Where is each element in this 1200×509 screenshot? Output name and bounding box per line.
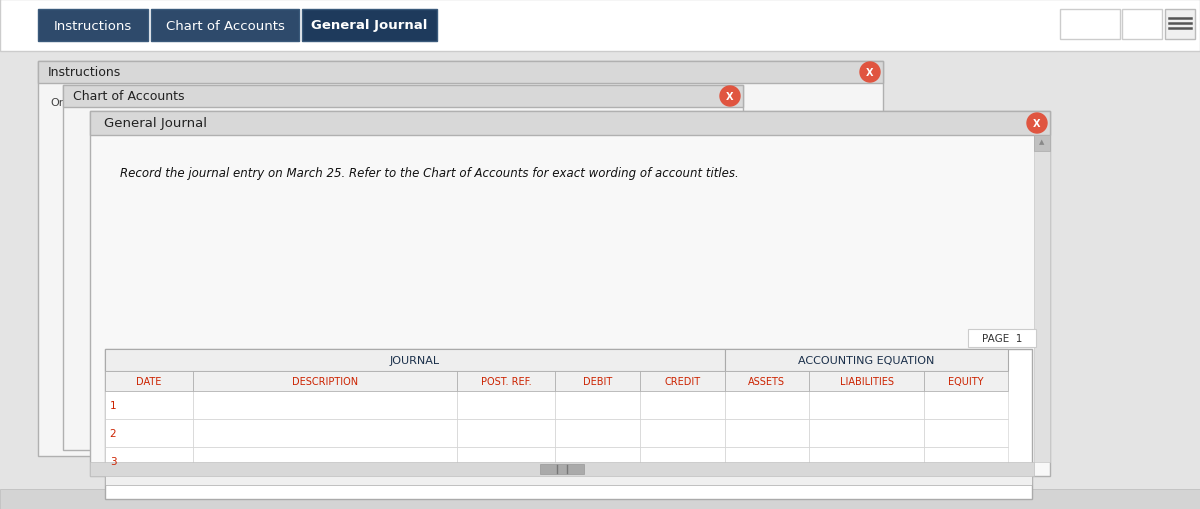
Text: ACCOUNTING EQUATION: ACCOUNTING EQUATION [798,355,935,365]
Bar [457,371,554,391]
Bar [1034,136,1050,462]
Bar [106,371,193,391]
Bar [924,391,1008,419]
Bar [924,447,1008,475]
Text: POST. REF.: POST. REF. [481,376,532,386]
Text: X: X [1033,119,1040,129]
Text: ▲: ▲ [1039,139,1045,145]
Bar [90,462,1034,476]
Bar [1122,10,1162,40]
Text: General Journal: General Journal [311,19,427,33]
Text: Chart of Accounts: Chart of Accounts [73,90,185,103]
Text: Record the journal entry on March 25. Refer to the Chart of Accounts for exact w: Record the journal entry on March 25. Re… [120,166,739,180]
Text: X: X [726,92,733,102]
Bar [106,349,725,371]
Text: 2: 2 [109,428,116,438]
Text: Instructions: Instructions [54,19,132,33]
Text: 3: 3 [109,456,116,466]
Bar [554,419,640,447]
Circle shape [720,87,740,107]
Text: General Journal: General Journal [104,117,208,130]
Circle shape [1027,114,1046,134]
Bar [106,475,1032,485]
Bar [725,349,1008,371]
Bar [90,112,1050,476]
Bar [725,371,809,391]
Text: DEBIT: DEBIT [583,376,612,386]
Bar [540,464,584,474]
Bar [1034,136,1050,152]
Bar [64,86,743,450]
Bar [193,447,457,475]
Text: Instructions: Instructions [48,66,121,79]
Bar [1060,10,1120,40]
Bar [640,447,725,475]
Bar [554,391,640,419]
Bar [554,371,640,391]
Bar [725,447,809,475]
Bar [809,447,924,475]
Text: Chart of Accounts: Chart of Accounts [166,19,284,33]
Bar [457,419,554,447]
Bar [193,419,457,447]
Text: Or: Or [50,98,64,108]
Bar [64,86,743,108]
Bar [38,62,883,456]
Bar [809,391,924,419]
Bar [106,447,193,475]
Bar [106,391,193,419]
Bar [968,329,1036,347]
Bar [924,419,1008,447]
Bar [924,371,1008,391]
Bar [193,371,457,391]
Text: JOURNAL: JOURNAL [390,355,440,365]
Text: 1: 1 [109,400,116,410]
Bar [151,10,299,42]
Bar [0,52,1200,509]
Text: CREDIT: CREDIT [665,376,701,386]
Bar [0,489,1200,509]
Bar [809,371,924,391]
Bar [725,391,809,419]
Bar [0,0,1200,52]
Bar [640,371,725,391]
Bar [554,447,640,475]
Text: ASSETS: ASSETS [749,376,785,386]
Bar [193,391,457,419]
Bar [809,419,924,447]
Text: DATE: DATE [137,376,162,386]
Bar [1165,10,1195,40]
Circle shape [860,63,880,83]
Bar [38,62,883,84]
Text: DESCRIPTION: DESCRIPTION [292,376,359,386]
Bar [457,391,554,419]
Bar [106,419,193,447]
Bar [640,419,725,447]
Bar [38,10,148,42]
Bar [640,391,725,419]
Bar [90,112,1050,136]
Text: EQUITY: EQUITY [948,376,984,386]
Bar [725,419,809,447]
Bar [457,447,554,475]
Text: PAGE  1: PAGE 1 [982,333,1022,344]
Bar [106,349,1032,499]
Bar [302,10,437,42]
Text: X: X [866,68,874,78]
Text: LIABILITIES: LIABILITIES [840,376,894,386]
